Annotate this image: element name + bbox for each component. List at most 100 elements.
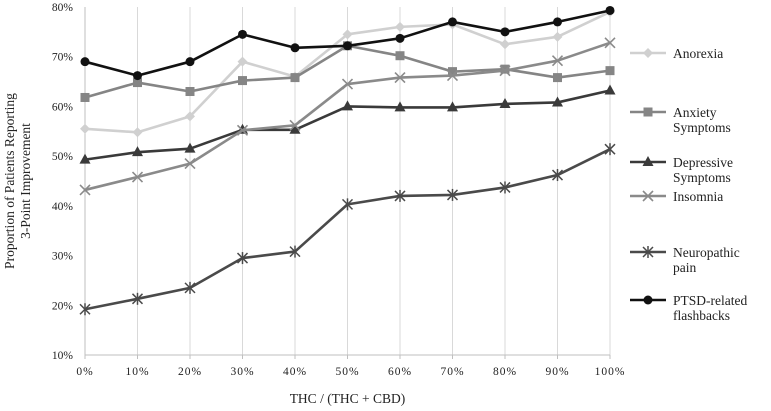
data-point-star [341,198,354,211]
data-point-triangle [342,100,353,111]
data-point-x-stroke [642,190,654,202]
x-tick-label: 0% [76,366,93,378]
legend-item: Anxiety Symptoms [630,105,731,135]
y-axis-title: Proportion of Patients Reporting3-Point … [2,93,33,269]
data-point-star [131,292,144,305]
data-point-triangle [394,101,406,112]
data-point-star [499,181,511,194]
data-point-triangle [604,84,616,95]
data-point-x [289,119,301,131]
data-point-triangle [132,146,143,157]
data-point-circle [448,17,457,27]
data-point-star [79,303,91,316]
data-point-circle [605,5,615,15]
data-point-circle [643,295,653,305]
axis-titles: THC / (THC + CBD) Proportion of Patients … [2,93,405,406]
x-tick-label: 70% [440,366,464,378]
data-point-circle [185,57,195,67]
legend-label-line: Anorexia [673,46,723,61]
data-point-x [446,70,459,82]
x-tick-label: 60% [388,366,412,378]
data-point-diamond [342,29,353,40]
data-point-triangle [499,97,511,108]
data-point-triangle [184,142,196,153]
x-tick-label: 40% [283,366,307,378]
legend-label-line: Depressive [673,155,733,170]
data-point-x [551,55,564,67]
legend-item: Depressive Symptoms [630,155,733,185]
data-point-x-stroke [131,171,144,183]
data-point-circle [343,41,352,51]
data-point-triangle [552,96,563,107]
data-point-diamond [500,39,510,50]
data-point-x-stroke [236,124,249,136]
data-point-square [290,73,300,83]
legend-label: Depressive Symptoms [673,155,733,185]
legend-label-line: Symptoms [673,170,731,185]
series-depressive-symptoms [79,84,616,164]
data-point-x-stroke [79,184,91,196]
legend-label-line: Symptoms [673,120,731,135]
legend-item: Insomnia [630,189,723,204]
y-tick-label: 40% [52,201,74,213]
data-point-x-stroke [394,72,406,84]
legend-label-line: Insomnia [673,189,723,204]
y-tick-label: 30% [52,251,74,263]
data-point-x [341,78,354,90]
data-point-diamond [237,56,248,67]
data-point-circle [238,29,247,39]
legend-label: Anxiety Symptoms [673,105,731,135]
x-tick-label: 80% [493,366,517,378]
data-point-square [643,107,653,117]
series-neuropathic-pain [79,143,616,316]
data-point-x [604,37,616,49]
data-point-x [236,124,249,136]
x-axis-title: THC / (THC + CBD) [290,391,406,406]
y-tick-label: 10% [52,350,74,362]
data-point-diamond [185,111,195,122]
legend-label: Insomnia [673,189,723,204]
data-point-square [80,92,90,102]
data-point-x-stroke [499,65,511,77]
data-point-circle [290,43,300,53]
legend-label: Anorexia [673,46,723,61]
series-ptsd-related-flashbacks [80,5,615,81]
data-point-square [238,76,247,86]
x-tick-label: 10% [125,366,149,378]
data-point-circle [395,33,405,43]
data-point-diamond [132,127,143,138]
data-point-x [499,65,511,77]
data-point-square [605,66,615,76]
data-point-diamond [80,123,90,134]
legend-item: PTSD-related flashbacks [630,293,747,323]
legend-label-line: pain [673,260,696,275]
data-point-triangle [79,153,91,164]
series-lines [79,5,616,316]
y-tick-label: 60% [52,101,74,113]
legend-label-line: Anxiety [673,105,717,120]
series-insomnia [79,37,616,196]
data-point-circle [500,27,510,37]
data-point-square [553,73,562,83]
data-point-star [642,246,654,258]
data-point-circle [133,71,142,81]
x-tick-label: 100% [595,366,626,378]
data-point-x [131,171,144,183]
data-point-star [604,143,616,156]
gridlines [137,7,611,355]
x-tick-label: 30% [230,366,254,378]
data-point-star [394,189,406,202]
data-point-star [551,169,564,182]
x-tick-label: 50% [335,366,359,378]
data-point-square [133,78,142,88]
y-axis-title-line: 3-Point Improvement [18,123,33,239]
y-tick-label: 20% [52,300,74,312]
data-point-diamond [643,48,653,58]
x-tick-label: 90% [545,366,569,378]
data-point-triangle [447,101,458,112]
legend-item: Neuropathic pain [630,245,740,275]
data-point-x [184,158,196,170]
legend-label-line: flashbacks [673,308,730,323]
